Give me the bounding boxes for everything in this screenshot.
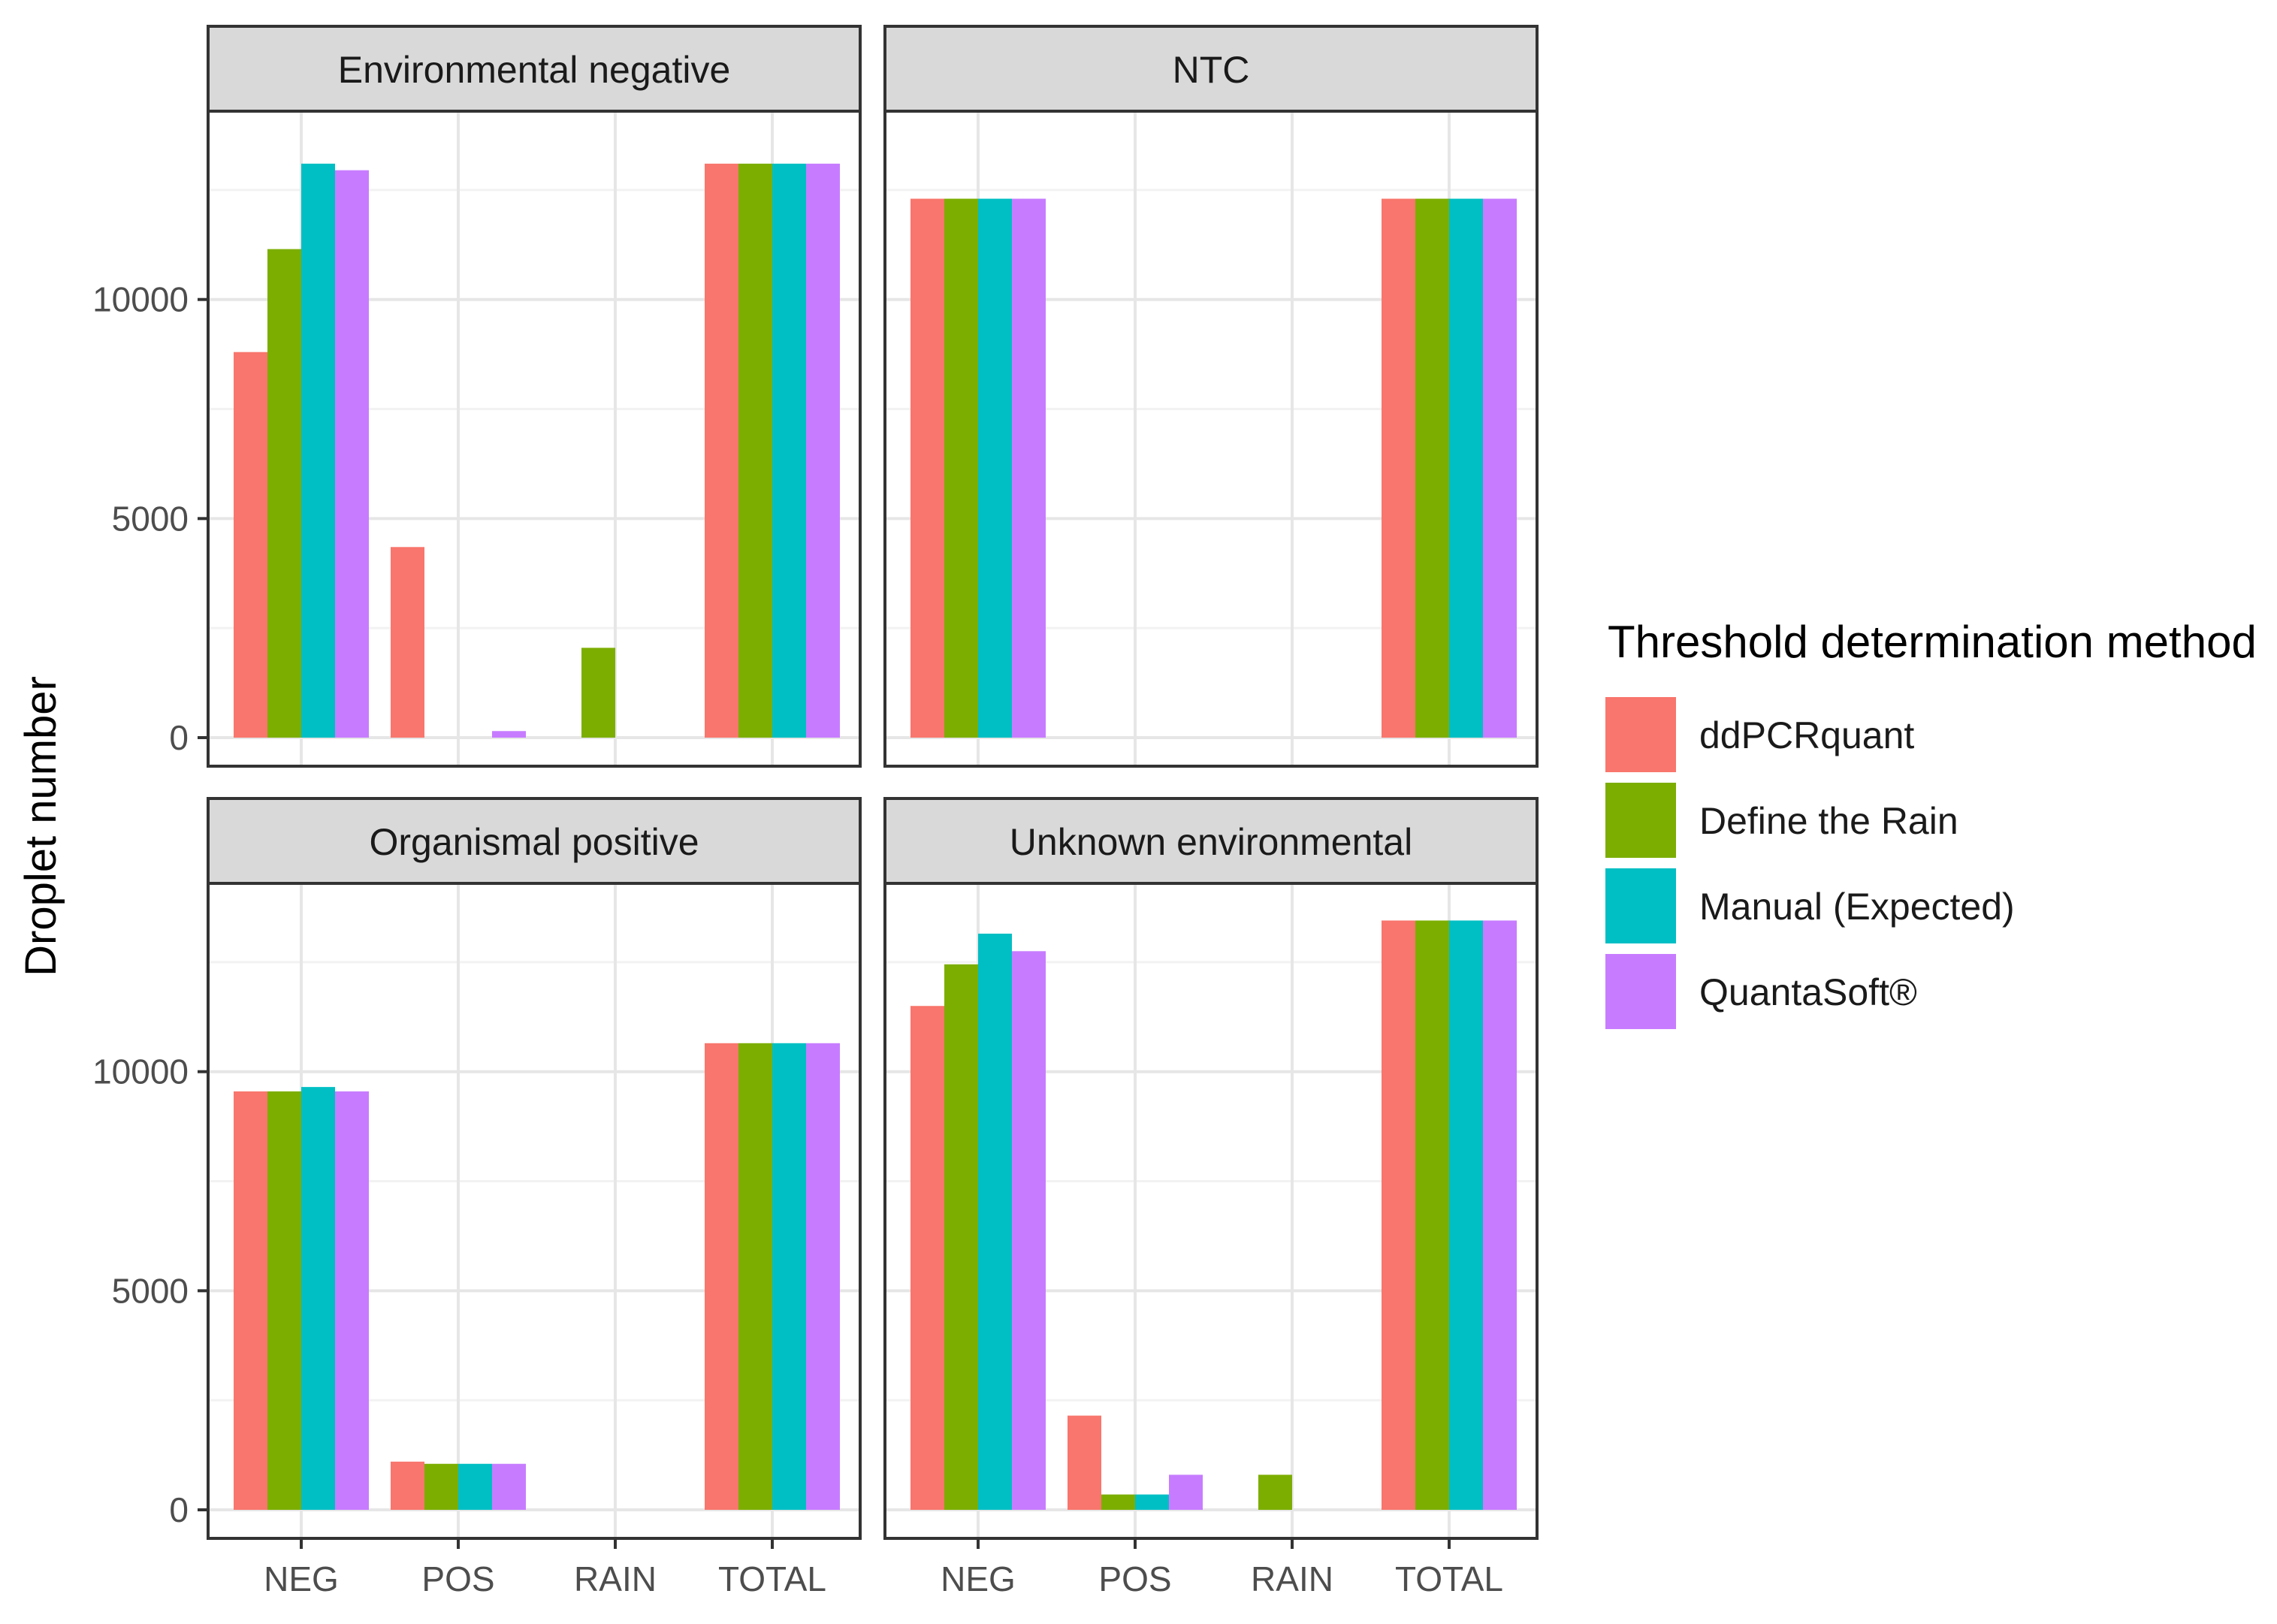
bar-manual-expected-total xyxy=(772,1043,806,1510)
bar-manual-expected-neg xyxy=(301,163,335,738)
bar-quantasoft-neg xyxy=(335,1091,369,1510)
x-axis-left: NEG POS RAIN TOTAL xyxy=(264,1538,826,1598)
facet-strip xyxy=(883,25,1539,113)
x-axis-right: NEG POS RAIN TOTAL xyxy=(941,1538,1503,1598)
bar-manual-expected-total xyxy=(772,163,806,738)
x-tick-label: RAIN xyxy=(1251,1559,1333,1598)
facet-strip-label: Unknown environmental xyxy=(1010,821,1412,863)
legend-swatch xyxy=(1605,783,1676,858)
y-tick-label: 10000 xyxy=(92,280,189,319)
bar-quantasoft-total xyxy=(1483,198,1517,738)
facet-strip-label: Environmental negative xyxy=(338,49,731,91)
legend-item-quantasoft: QuantaSoft® xyxy=(1605,954,1917,1029)
x-tick-label: POS xyxy=(421,1559,494,1598)
bar-define-the-rain-rain xyxy=(581,647,615,738)
y-tick-label: 5000 xyxy=(112,499,189,538)
bar-manual-expected-pos xyxy=(458,1463,492,1510)
bar-manual-expected-pos xyxy=(1135,1494,1169,1510)
bar-define-the-rain-rain xyxy=(1258,1475,1292,1510)
legend-label: Manual (Expected) xyxy=(1699,886,2015,928)
panel-environmental-negative: Environmental negative xyxy=(207,25,862,768)
bar-define-the-rain-neg xyxy=(267,249,301,738)
facet-strip xyxy=(207,25,862,113)
legend-item-manual-expected: Manual (Expected) xyxy=(1605,868,2015,943)
bar-quantasoft-total xyxy=(806,1043,840,1510)
panel-organismal-positive: Organismal positive xyxy=(207,797,862,1540)
panel-unknown-environmental: Unknown environmental xyxy=(883,797,1539,1540)
bar-define-the-rain-pos xyxy=(424,1463,458,1510)
y-tick-label: 0 xyxy=(169,718,189,757)
x-tick-label: NEG xyxy=(264,1559,339,1598)
bar-ddpcrquant-neg xyxy=(234,352,267,738)
y-tick-label: 5000 xyxy=(112,1271,189,1310)
bar-quantasoft-neg xyxy=(1012,951,1046,1510)
y-axis-title: Droplet number xyxy=(17,676,65,977)
bar-manual-expected-neg xyxy=(978,198,1012,738)
panel-ntc: NTC xyxy=(883,25,1539,768)
legend: Threshold determination method ddPCRquan… xyxy=(1605,617,2257,1029)
bar-quantasoft-pos xyxy=(492,731,526,738)
y-tick-label: 0 xyxy=(169,1490,189,1529)
bar-ddpcrquant-neg xyxy=(910,1006,944,1510)
facet-strip xyxy=(207,797,862,885)
panel-bars xyxy=(234,163,840,738)
legend-title: Threshold determination method xyxy=(1608,617,2257,667)
legend-label: ddPCRquant xyxy=(1699,714,1914,756)
bar-define-the-rain-neg xyxy=(944,964,978,1510)
bar-manual-expected-total xyxy=(1449,920,1483,1510)
bar-manual-expected-total xyxy=(1449,198,1483,738)
panel-bars xyxy=(910,920,1517,1510)
bar-define-the-rain-neg xyxy=(944,198,978,738)
facet-strip-label: Organismal positive xyxy=(369,821,699,863)
bar-ddpcrquant-pos xyxy=(391,547,424,738)
facet-strip xyxy=(883,797,1539,885)
legend-label: QuantaSoft® xyxy=(1699,971,1917,1013)
legend-swatch xyxy=(1605,868,1676,943)
bar-quantasoft-pos xyxy=(492,1463,526,1510)
panel-bars xyxy=(234,1043,840,1510)
x-tick-label: POS xyxy=(1098,1559,1171,1598)
bar-ddpcrquant-total xyxy=(705,163,738,738)
x-tick-label: RAIN xyxy=(574,1559,657,1598)
bar-define-the-rain-total xyxy=(1415,198,1449,738)
bar-quantasoft-neg xyxy=(1012,198,1046,738)
bar-ddpcrquant-total xyxy=(705,1043,738,1510)
y-axis-top: 0 5000 10000 xyxy=(92,280,208,757)
bar-ddpcrquant-total xyxy=(1382,920,1415,1510)
legend-swatch xyxy=(1605,697,1676,772)
y-axis-bottom: 0 5000 10000 xyxy=(92,1052,208,1529)
legend-swatch xyxy=(1605,954,1676,1029)
panel-bars xyxy=(910,198,1517,738)
x-tick-label: TOTAL xyxy=(1395,1559,1503,1598)
facet-strip-label: NTC xyxy=(1173,49,1250,91)
bar-quantasoft-total xyxy=(1483,920,1517,1510)
bar-define-the-rain-total xyxy=(738,163,772,738)
x-tick-label: TOTAL xyxy=(718,1559,826,1598)
bar-ddpcrquant-total xyxy=(1382,198,1415,738)
bar-define-the-rain-total xyxy=(738,1043,772,1510)
bar-define-the-rain-pos xyxy=(1101,1494,1135,1510)
bar-quantasoft-neg xyxy=(335,170,369,738)
bar-quantasoft-pos xyxy=(1169,1475,1203,1510)
y-tick-label: 10000 xyxy=(92,1052,189,1091)
bar-manual-expected-neg xyxy=(301,1087,335,1510)
bar-quantasoft-total xyxy=(806,163,840,738)
bar-ddpcrquant-neg xyxy=(910,198,944,738)
legend-label: Define the Rain xyxy=(1699,800,1958,842)
legend-item-define-the-rain: Define the Rain xyxy=(1605,783,1958,858)
bar-ddpcrquant-pos xyxy=(1068,1415,1101,1510)
legend-item-ddpcrquant: ddPCRquant xyxy=(1605,697,1914,772)
x-tick-label: NEG xyxy=(941,1559,1016,1598)
bar-manual-expected-neg xyxy=(978,933,1012,1510)
bar-define-the-rain-total xyxy=(1415,920,1449,1510)
bar-define-the-rain-neg xyxy=(267,1091,301,1510)
bar-ddpcrquant-neg xyxy=(234,1091,267,1510)
bar-ddpcrquant-pos xyxy=(391,1461,424,1510)
